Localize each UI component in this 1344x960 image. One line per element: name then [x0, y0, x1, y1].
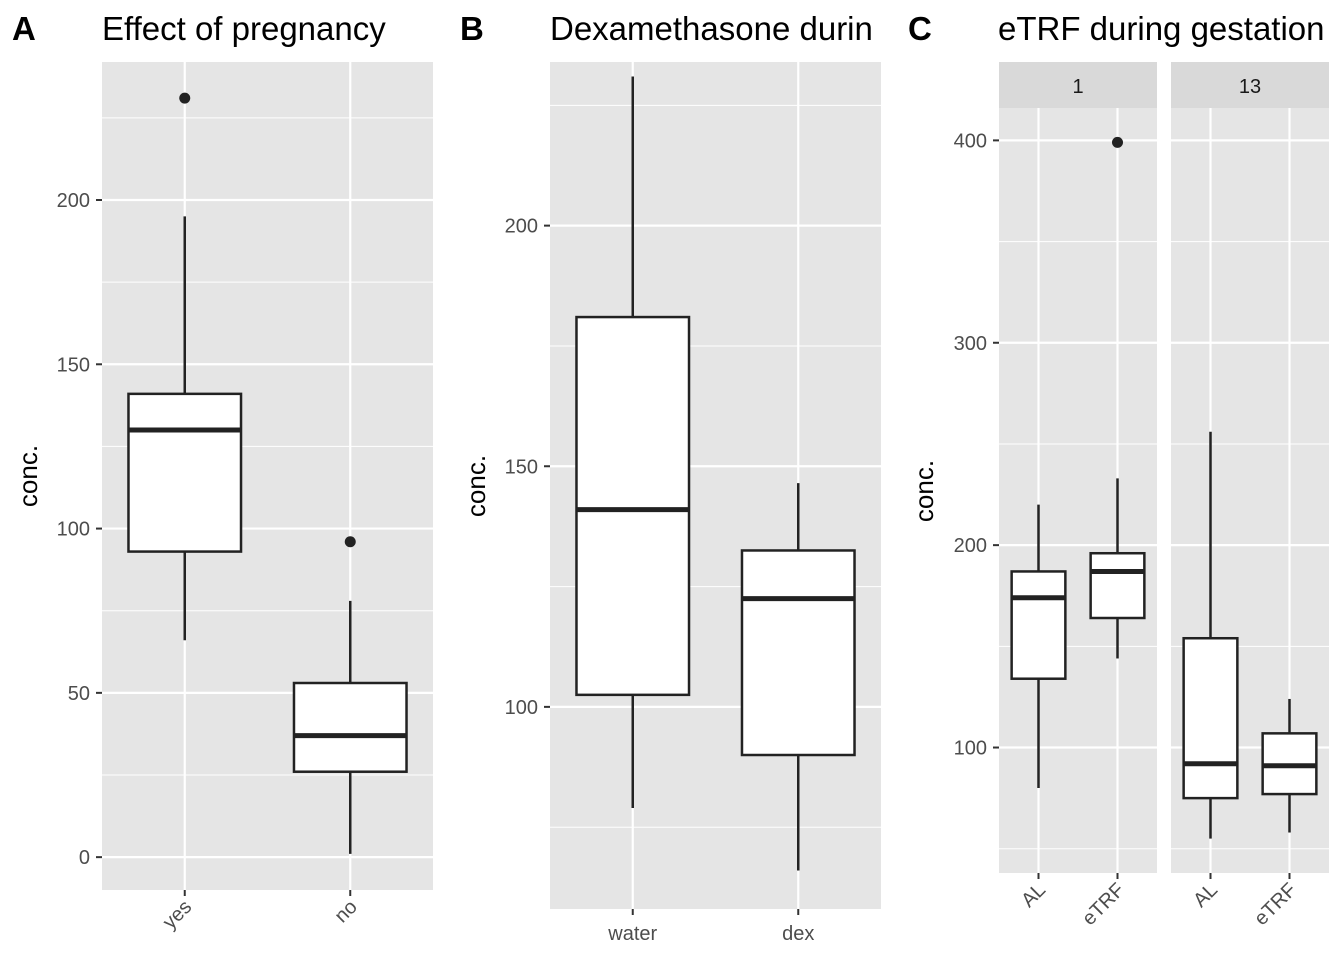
- panel-b-title: Dexamethasone durin: [550, 10, 873, 47]
- panel-b-box: [740, 549, 856, 757]
- panel-c-facet-1-strip-label: 1: [1072, 76, 1083, 98]
- panel-a-title: Effect of pregnancy: [102, 10, 386, 47]
- panel-a-ytick-label: 50: [68, 683, 90, 705]
- panel-c-facet-1-ytick-label: 200: [954, 535, 987, 557]
- panel-c-title: eTRF during gestation: [998, 10, 1325, 47]
- panel-a-ytick-label: 100: [57, 519, 90, 541]
- panel-b-xtick-label: water: [607, 923, 657, 945]
- panel-a-ylabel: conc.: [13, 445, 43, 507]
- panel-c-facet-2-box: [1182, 636, 1239, 800]
- panel-c-facet-1-outlier-point: [1112, 136, 1123, 148]
- panel-c-facet-1-box: [1010, 570, 1067, 680]
- panel-a-plot: 0 50 100 150 200 yes no: [57, 62, 433, 934]
- panel-c-facet-1-ytick-label: 100: [954, 738, 987, 760]
- panel-c-facet-1-xtick-label: AL: [1017, 879, 1050, 912]
- panel-b-plot: 100 150 200 water dex: [505, 62, 881, 945]
- panel-a-ytick-label: 200: [57, 190, 90, 212]
- panel-c-facet-2-xtick-label: eTRF: [1250, 879, 1301, 930]
- panel-a-ytick-label: 0: [79, 847, 90, 869]
- panel-c-facet-2-strip-label: 13: [1239, 76, 1261, 98]
- panel-c-label: C: [908, 10, 932, 47]
- panel-b-xtick-label: dex: [782, 923, 814, 945]
- panel-c-facet-2-xtick-label: AL: [1189, 879, 1222, 912]
- panel-c-facet-1-xtick-label: eTRF: [1078, 879, 1129, 930]
- panel-c-facet-1-box: [1089, 551, 1146, 620]
- panel-b-ytick-label: 200: [505, 216, 538, 238]
- panel-a-outlier-point: [179, 92, 191, 104]
- panel-c-plot: 1 100 200 300 400 AL eTRF 13 AL eTRF: [954, 62, 1329, 930]
- panel-a-box: [292, 681, 408, 773]
- panel-c-ylabel: conc.: [909, 460, 939, 522]
- panel-a-xtick-label: no: [330, 896, 361, 927]
- panel-c-facet-1-strip: [999, 62, 1157, 108]
- panel-b-label: B: [460, 10, 484, 47]
- panel-c-facet-1-ytick-label: 300: [954, 333, 987, 355]
- panel-b-ytick-label: 100: [505, 697, 538, 719]
- panel-a-xtick-label: yes: [159, 896, 197, 934]
- panel-c-facet-2-strip: [1171, 62, 1329, 108]
- panel-a-ytick-label: 150: [57, 354, 90, 376]
- panel-b-ytick-label: 150: [505, 456, 538, 478]
- panel-c-facet-1-background: [999, 108, 1157, 873]
- panel-a-outlier-point: [344, 536, 356, 548]
- panel-a-box: [127, 392, 243, 553]
- panel-b-box: [575, 315, 691, 697]
- panel-a-label: A: [12, 10, 36, 47]
- panel-c-facet-1-ytick-label: 400: [954, 130, 987, 152]
- panel-b-ylabel: conc.: [461, 455, 491, 517]
